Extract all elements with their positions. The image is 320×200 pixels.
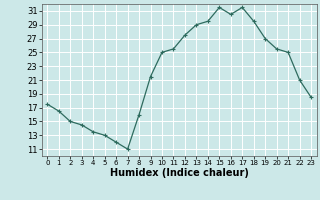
X-axis label: Humidex (Indice chaleur): Humidex (Indice chaleur) (110, 168, 249, 178)
